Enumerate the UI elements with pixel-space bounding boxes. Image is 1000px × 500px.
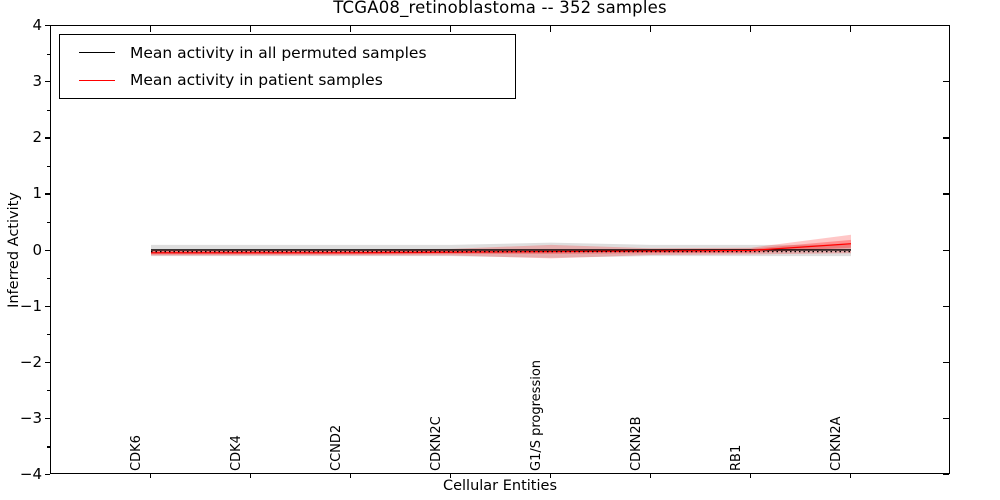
y-tick-major-left bbox=[45, 81, 50, 83]
x-tick-label: CDKN2A bbox=[829, 416, 844, 471]
y-tick-major-left bbox=[45, 361, 50, 364]
x-tick-bottom bbox=[650, 474, 652, 478]
legend: Mean activity in all permuted samples Mea… bbox=[59, 34, 516, 99]
legend-entry: Mean activity in patient samples bbox=[60, 67, 515, 93]
permuted-std-band bbox=[151, 242, 851, 258]
x-tick-bottom bbox=[450, 474, 452, 478]
y-tick-minor-left bbox=[47, 221, 50, 224]
y-tick-major-right bbox=[943, 249, 949, 251]
y-tick-label: −4 bbox=[19, 465, 42, 483]
y-tick-major-right bbox=[943, 361, 949, 364]
y-tick-label: −1 bbox=[19, 296, 42, 315]
legend-entry: Mean activity in all permuted samples bbox=[60, 40, 515, 66]
y-tick-minor-left bbox=[47, 53, 50, 55]
y-tick-major-right bbox=[943, 474, 949, 476]
y-tick-major-left bbox=[45, 305, 50, 307]
x-tick-label: G1/S progression bbox=[529, 359, 544, 471]
legend-line-swatch bbox=[79, 52, 115, 54]
y-tick-major-left bbox=[45, 417, 50, 420]
y-tick-label: 3 bbox=[32, 72, 42, 91]
patient-std-band-outer bbox=[151, 234, 851, 259]
x-tick-top bbox=[850, 26, 852, 32]
y-tick-label: −3 bbox=[19, 408, 42, 427]
y-tick-label: 1 bbox=[32, 184, 42, 203]
y-tick-major-right bbox=[943, 81, 949, 83]
y-tick-minor-left bbox=[47, 390, 50, 392]
y-tick-major-right bbox=[943, 137, 949, 139]
x-tick-bottom bbox=[250, 474, 252, 478]
legend-line-swatch bbox=[79, 79, 115, 81]
y-tick-minor-left bbox=[47, 165, 50, 167]
x-tick-bottom bbox=[350, 474, 352, 478]
y-tick-minor-left bbox=[47, 109, 50, 111]
x-tick-top bbox=[250, 26, 252, 32]
y-tick-minor-left bbox=[47, 278, 50, 280]
x-tick-bottom bbox=[550, 474, 552, 478]
x-tick-top bbox=[650, 26, 652, 32]
y-tick-major-left bbox=[45, 249, 50, 251]
y-tick-major-right bbox=[943, 193, 949, 195]
x-tick-top bbox=[550, 26, 552, 32]
y-tick-major-right bbox=[943, 305, 949, 307]
y-tick-major-left bbox=[45, 474, 50, 476]
x-tick-label: CDK6 bbox=[129, 435, 144, 471]
y-tick-major-right bbox=[943, 25, 949, 27]
x-tick-label: CCND2 bbox=[329, 424, 344, 471]
x-tick-label: RB1 bbox=[729, 444, 744, 471]
x-tick-top bbox=[150, 26, 152, 32]
x-tick-label: CDKN2B bbox=[629, 416, 644, 471]
x-tick-bottom bbox=[750, 474, 752, 478]
y-tick-label: 4 bbox=[32, 16, 42, 34]
x-tick-top bbox=[450, 26, 452, 32]
patient-std-band-inner bbox=[151, 239, 851, 255]
y-tick-label: 0 bbox=[32, 240, 42, 259]
legend-label: Mean activity in patient samples bbox=[130, 71, 383, 90]
x-axis-label: Cellular Entities bbox=[442, 478, 558, 494]
y-tick-minor-left bbox=[47, 446, 50, 448]
y-tick-label: −2 bbox=[19, 352, 42, 371]
x-tick-label: CDK4 bbox=[229, 435, 244, 471]
chart-title: TCGA08_retinoblastoma -- 352 samples bbox=[333, 0, 667, 17]
y-tick-major-left bbox=[45, 25, 50, 27]
y-tick-major-left bbox=[45, 193, 50, 195]
x-tick-bottom bbox=[850, 474, 852, 478]
y-tick-minor-left bbox=[47, 334, 50, 336]
x-tick-top bbox=[750, 26, 752, 32]
x-tick-bottom bbox=[150, 474, 152, 478]
legend-label: Mean activity in all permuted samples bbox=[130, 43, 427, 62]
x-tick-top bbox=[350, 26, 352, 32]
series-mean-activity-in-patient-samples bbox=[151, 243, 852, 254]
x-tick-label: CDKN2C bbox=[429, 416, 444, 471]
y-tick-label: 2 bbox=[32, 128, 42, 147]
y-tick-major-right bbox=[943, 417, 949, 420]
y-tick-major-left bbox=[45, 137, 50, 139]
